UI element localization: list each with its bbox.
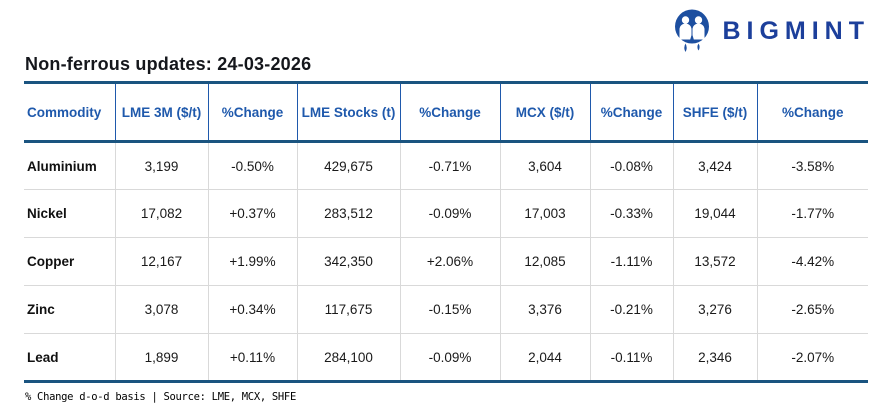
price-cell: 3,376 (500, 285, 591, 334)
column-header: LME Stocks (t) (297, 82, 401, 142)
price-cell: 12,085 (500, 237, 591, 286)
pct-change-cell: -4.42% (791, 254, 835, 269)
pct-change-cell: -0.71% (400, 141, 501, 190)
price-cell: 1,899 (115, 333, 209, 382)
column-header: Commodity (24, 82, 116, 142)
price-cell: 3,199 (115, 141, 209, 190)
brand-logo: BIGMINT (669, 7, 870, 55)
commodity-name: Lead (24, 333, 116, 382)
price-cell: 284,100 (297, 333, 401, 382)
price-cell: 2,044 (500, 333, 591, 382)
pct-change-cell: -1.11% (590, 237, 674, 286)
price-cell: 2,346 (673, 333, 758, 382)
price-cell: 19,044 (673, 189, 758, 238)
price-cell: 3,604 (500, 141, 591, 190)
pct-change-cell: -0.09% (400, 333, 501, 382)
pct-change-cell: -0.09% (400, 189, 501, 238)
pct-change-cell: +0.37% (208, 189, 298, 238)
price-cell: 3,276 (673, 285, 758, 334)
column-header: MCX ($/t) (500, 82, 591, 142)
price-cell: 17,003 (500, 189, 591, 238)
pct-change-cell: -0.11% (590, 333, 674, 382)
price-cell: 17,082 (115, 189, 209, 238)
price-cell: 283,512 (297, 189, 401, 238)
commodity-name: Aluminium (24, 141, 116, 190)
footnote: % Change d-o-d basis | Source: LME, MCX,… (25, 391, 296, 403)
table-row: Zinc 3,078 +0.34% 117,675 -0.15% 3,376 -0.21% 3… (24, 285, 868, 334)
column-header: %Change (590, 82, 674, 142)
commodity-name: Zinc (24, 285, 116, 334)
pct-change-cell: -1.77% (791, 206, 835, 221)
price-cell: 117,675 (297, 285, 401, 334)
pct-change-cell: -2.07% (791, 349, 835, 365)
table-row: Aluminium 3,199 -0.50% 429,675 -0.71% 3,604 -0… (24, 141, 868, 190)
pct-change-cell: -0.50% (208, 141, 298, 190)
price-cell: 13,572 (673, 237, 758, 286)
pct-change-cell: -3.58% (791, 158, 835, 174)
commodity-name: Copper (24, 237, 116, 286)
pct-change-cell: +1.99% (208, 237, 298, 286)
pct-change-cell: -0.15% (400, 285, 501, 334)
table-row: Nickel 17,082 +0.37% 283,512 -0.09% 17,003 -0.… (24, 189, 868, 238)
price-cell: 12,167 (115, 237, 209, 286)
column-header: %Change (400, 82, 501, 142)
brand-name: BIGMINT (722, 16, 870, 45)
bigmint-logo-icon (669, 7, 715, 55)
column-header: %Change (781, 104, 844, 120)
pct-change-cell: -0.33% (590, 189, 674, 238)
pct-change-cell: -2.65% (791, 302, 835, 317)
pct-change-cell: -0.21% (590, 285, 674, 334)
table-row: Lead 1,899 +0.11% 284,100 -0.09% 2,044 -0.11% 2… (24, 333, 868, 382)
price-cell: 3,078 (115, 285, 209, 334)
pct-change-cell: +2.06% (400, 237, 501, 286)
price-cell: 3,424 (673, 141, 758, 190)
non-ferrous-table: Commodity LME 3M ($/t) %Change LME Stocks (… (24, 81, 868, 383)
table-body: Aluminium 3,199 -0.50% 429,675 -0.71% 3,604 -0… (24, 141, 868, 382)
pct-change-cell: +0.34% (208, 285, 298, 334)
price-cell: 429,675 (297, 141, 401, 190)
column-header: SHFE ($/t) (673, 82, 758, 142)
header-row: Commodity LME 3M ($/t) %Change LME Stocks (… (24, 82, 868, 142)
price-cell: 342,350 (297, 237, 401, 286)
column-header: %Change (208, 82, 298, 142)
column-header: LME 3M ($/t) (115, 82, 209, 142)
pct-change-cell: +0.11% (208, 333, 298, 382)
pct-change-cell: -0.08% (590, 141, 674, 190)
page-title: Non-ferrous updates: 24-03-2026 (25, 54, 312, 74)
commodity-name: Nickel (24, 189, 116, 238)
table-row: Copper 12,167 +1.99% 342,350 +2.06% 12,085 -1.… (24, 237, 868, 286)
